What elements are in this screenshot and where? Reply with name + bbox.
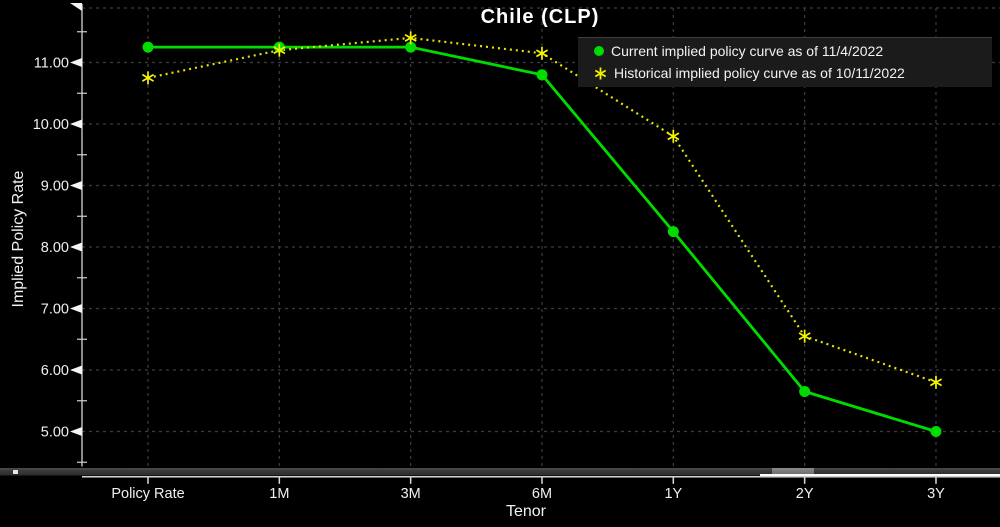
x-tick-label: 3Y [927, 486, 945, 502]
x-tick-label: 1M [269, 486, 289, 502]
legend-label-current: Current implied policy curve as of 11/4/… [611, 43, 884, 59]
data-point-historical [667, 129, 680, 143]
data-point-historical [535, 46, 549, 60]
data-point-current [142, 41, 154, 53]
y-tick-label: 8.00 [41, 240, 69, 256]
y-tick-label: 7.00 [41, 302, 69, 318]
x-tick-label: 3M [401, 486, 421, 502]
legend-label-historical: Historical implied policy curve as of 10… [614, 65, 905, 81]
y-tick-label: 11.00 [34, 56, 69, 72]
y-tick-label: 6.00 [41, 363, 69, 379]
y-tick-triangle-icon [70, 365, 82, 375]
y-tick-triangle-icon [70, 427, 82, 436]
asterisk-spoke [141, 73, 155, 82]
y-axis-top-flag-icon [70, 3, 82, 11]
asterisk-spoke [667, 132, 680, 141]
data-point-historical [404, 31, 417, 45]
x-tick-label: 6M [532, 486, 552, 502]
y-tick-triangle-icon [70, 119, 82, 129]
asterisk-spoke [273, 46, 286, 55]
data-point-current [799, 386, 811, 398]
asterisk-spoke [798, 332, 811, 341]
horizontal-scrollbar[interactable] [0, 468, 1000, 476]
data-point-current [667, 226, 679, 238]
scrollbar-left-cap[interactable] [13, 470, 18, 474]
data-point-current [536, 69, 548, 81]
y-tick-label: 5.00 [41, 425, 69, 441]
asterisk-spoke [535, 49, 549, 58]
y-tick-triangle-icon [70, 304, 82, 313]
x-tick-label: 2Y [796, 486, 814, 502]
legend-item-current[interactable]: Current implied policy curve as of 11/4/… [594, 40, 984, 62]
data-point-historical [141, 71, 155, 85]
chart-title: Chile (CLP) [480, 6, 600, 28]
legend-circle-marker-icon [594, 46, 604, 56]
x-tick-label: 1Y [664, 486, 682, 502]
asterisk-spoke [929, 378, 943, 387]
y-tick-triangle-icon [70, 181, 82, 190]
legend-item-historical[interactable]: Historical implied policy curve as of 10… [594, 62, 984, 84]
data-point-historical [273, 43, 286, 57]
data-point-current [405, 41, 417, 53]
x-tick-label: Policy Rate [111, 486, 184, 502]
x-axis-title: Tenor [505, 503, 547, 520]
legend: Current implied policy curve as of 11/4/… [578, 37, 992, 87]
legend-asterisk-marker-icon [594, 67, 607, 79]
scrollbar-range-indicator [760, 474, 1000, 476]
data-point-historical [929, 375, 943, 389]
y-tick-triangle-icon [70, 58, 82, 67]
y-tick-label: 10.00 [33, 117, 69, 133]
scrollbar-thumb[interactable] [772, 468, 814, 476]
y-tick-triangle-icon [70, 242, 82, 252]
asterisk-spoke [404, 33, 417, 42]
data-point-current [930, 426, 942, 437]
data-point-historical [798, 329, 811, 343]
y-tick-label: 9.00 [41, 179, 69, 195]
